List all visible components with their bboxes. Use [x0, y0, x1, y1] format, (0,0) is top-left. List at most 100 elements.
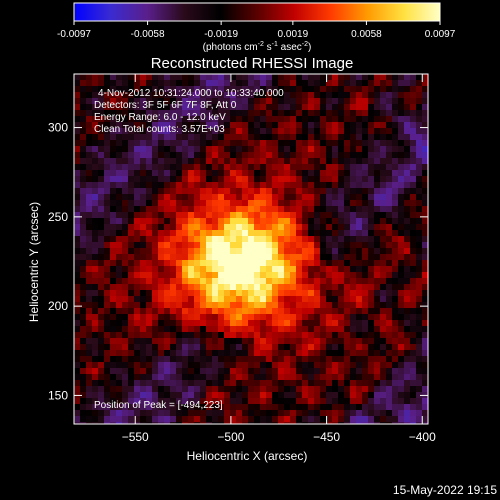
heatmap-cell — [86, 176, 92, 182]
heatmap-cell — [218, 272, 224, 278]
heatmap-cell — [140, 368, 146, 374]
heatmap-cell — [116, 410, 122, 416]
heatmap-cell — [170, 356, 176, 362]
heatmap-cell — [176, 368, 182, 374]
heatmap-cell — [248, 368, 254, 374]
heatmap-cell — [248, 74, 254, 80]
heatmap-cell — [374, 206, 380, 212]
heatmap-cell — [164, 374, 170, 380]
heatmap-cell — [380, 260, 386, 266]
heatmap-cell — [98, 230, 104, 236]
heatmap-cell — [182, 86, 188, 92]
heatmap-cell — [374, 410, 380, 416]
heatmap-cell — [302, 188, 308, 194]
heatmap-cell — [140, 194, 146, 200]
heatmap-cell — [308, 194, 314, 200]
heatmap-cell — [110, 302, 116, 308]
heatmap-cell — [170, 302, 176, 308]
heatmap-cell — [236, 80, 242, 86]
heatmap-cell — [410, 326, 416, 332]
heatmap-cell — [350, 404, 356, 410]
heatmap-cell — [380, 248, 386, 254]
heatmap-cell — [152, 116, 158, 122]
heatmap-cell — [200, 416, 206, 422]
heatmap-cell — [356, 236, 362, 242]
heatmap-cell — [254, 92, 260, 98]
heatmap-cell — [296, 200, 302, 206]
heatmap-cell — [374, 284, 380, 290]
heatmap-cell — [326, 176, 332, 182]
heatmap-cell — [104, 386, 110, 392]
heatmap-cell — [212, 380, 218, 386]
heatmap-cell — [224, 344, 230, 350]
heatmap-cell — [338, 302, 344, 308]
heatmap-cell — [164, 212, 170, 218]
heatmap-cell — [122, 200, 128, 206]
heatmap-cell — [134, 212, 140, 218]
heatmap-cell — [146, 86, 152, 92]
heatmap-cell — [128, 194, 134, 200]
heatmap-cell — [122, 374, 128, 380]
heatmap-cell — [350, 218, 356, 224]
heatmap-cell — [206, 98, 212, 104]
heatmap-cell — [128, 236, 134, 242]
heatmap-cell — [176, 194, 182, 200]
heatmap-cell — [422, 422, 428, 424]
heatmap-cell — [422, 206, 428, 212]
heatmap-cell — [158, 326, 164, 332]
heatmap-cell — [236, 398, 242, 404]
heatmap-cell — [380, 326, 386, 332]
heatmap-cell — [242, 296, 248, 302]
heatmap-cell — [266, 182, 272, 188]
heatmap-cell — [392, 308, 398, 314]
heatmap-cell — [416, 122, 422, 128]
heatmap-cell — [146, 416, 152, 422]
heatmap-cell — [92, 278, 98, 284]
heatmap-cell — [110, 398, 116, 404]
heatmap-cell — [344, 188, 350, 194]
heatmap-cell — [188, 398, 194, 404]
heatmap-cell — [356, 392, 362, 398]
heatmap-cell — [332, 278, 338, 284]
heatmap-cell — [386, 296, 392, 302]
heatmap-cell — [122, 254, 128, 260]
heatmap-cell — [224, 296, 230, 302]
heatmap-cell — [122, 92, 128, 98]
heatmap-cell — [338, 164, 344, 170]
heatmap-cell — [224, 110, 230, 116]
heatmap-cell — [278, 368, 284, 374]
heatmap-cell — [242, 254, 248, 260]
heatmap-cell — [182, 254, 188, 260]
heatmap-cell — [254, 74, 260, 80]
heatmap-cell — [362, 122, 368, 128]
heatmap-cell — [116, 110, 122, 116]
heatmap-cell — [152, 314, 158, 320]
heatmap-cell — [314, 86, 320, 92]
heatmap-cell — [272, 110, 278, 116]
heatmap-cell — [134, 398, 140, 404]
heatmap-cell — [92, 128, 98, 134]
heatmap-cell — [104, 200, 110, 206]
heatmap-cell — [392, 230, 398, 236]
heatmap-cell — [122, 158, 128, 164]
heatmap-cell — [260, 98, 266, 104]
heatmap-cell — [392, 368, 398, 374]
heatmap-cell — [158, 398, 164, 404]
heatmap-cell — [122, 170, 128, 176]
heatmap-cell — [182, 170, 188, 176]
heatmap-cell — [374, 296, 380, 302]
heatmap-cell — [164, 152, 170, 158]
heatmap-cell — [392, 350, 398, 356]
heatmap-cell — [80, 140, 86, 146]
heatmap-cell — [176, 248, 182, 254]
heatmap-cell — [92, 356, 98, 362]
heatmap-cell — [248, 410, 254, 416]
heatmap-cell — [422, 128, 428, 134]
heatmap-cell — [374, 146, 380, 152]
heatmap-cell — [92, 296, 98, 302]
heatmap-cell — [248, 362, 254, 368]
heatmap-cell — [146, 110, 152, 116]
heatmap-cell — [236, 386, 242, 392]
heatmap-cell — [356, 104, 362, 110]
heatmap-cell — [290, 128, 296, 134]
